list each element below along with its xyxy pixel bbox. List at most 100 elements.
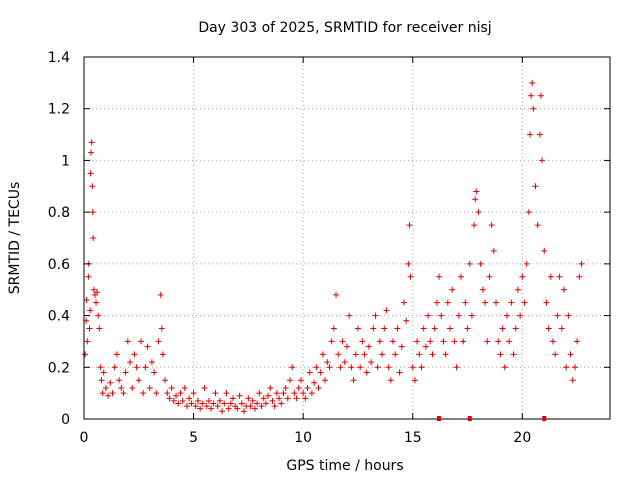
data-point <box>449 286 456 293</box>
data-point <box>100 369 107 376</box>
data-point <box>289 364 296 371</box>
data-point <box>230 395 237 402</box>
data-point <box>433 299 440 306</box>
data-point <box>411 377 418 384</box>
data-point <box>99 390 106 397</box>
data-point <box>525 209 532 216</box>
x-tick-label: 15 <box>404 430 422 446</box>
data-point <box>333 291 340 298</box>
data-point <box>464 325 471 332</box>
data-point <box>407 273 414 280</box>
data-point <box>107 379 114 386</box>
data-point <box>271 403 278 410</box>
data-point <box>256 390 263 397</box>
data-point <box>576 273 583 280</box>
data-point <box>453 364 460 371</box>
data-point <box>429 351 436 358</box>
data-point <box>554 312 561 319</box>
data-point <box>471 222 478 229</box>
data-point <box>381 325 388 332</box>
axis-ticks: 0 0.2 0.4 0.6 0.8 1 1.2 1.4 0 5 10 15 20 <box>48 50 610 446</box>
data-point <box>416 351 423 358</box>
data-point <box>155 338 162 345</box>
data-point <box>306 369 313 376</box>
data-point <box>422 343 429 350</box>
y-tick-label: 1 <box>61 153 70 169</box>
data-point <box>578 260 585 267</box>
data-point <box>282 384 289 391</box>
data-point <box>363 369 370 376</box>
data-point <box>387 377 394 384</box>
data-point <box>88 149 95 156</box>
data-point <box>199 400 206 407</box>
data-point <box>324 359 331 366</box>
data-point <box>563 364 570 371</box>
data-point <box>308 390 315 397</box>
x-axis-label: GPS time / hours <box>286 458 403 474</box>
data-point <box>361 351 368 358</box>
data-point <box>394 325 401 332</box>
data-point <box>383 307 390 314</box>
data-point <box>140 390 147 397</box>
data-point <box>344 343 350 350</box>
data-point <box>368 359 375 366</box>
data-point <box>93 299 100 306</box>
data-point <box>519 273 526 280</box>
data-point <box>87 170 94 177</box>
data-point <box>225 405 232 412</box>
data-point <box>258 403 265 410</box>
data-point <box>484 338 491 345</box>
y-tick-label: 0.2 <box>48 360 70 376</box>
data-point <box>335 351 342 358</box>
data-point <box>541 247 548 254</box>
data-point <box>427 338 434 345</box>
data-point <box>159 351 166 358</box>
data-point <box>83 297 90 304</box>
chart-title: Day 303 of 2025, SRMTID for receiver nis… <box>198 20 491 36</box>
data-point <box>269 397 276 404</box>
data-point <box>370 325 377 332</box>
data-point <box>82 351 89 358</box>
y-tick-label: 0.8 <box>48 205 70 221</box>
data-point <box>291 390 298 397</box>
data-point <box>510 351 517 358</box>
data-point <box>440 338 447 345</box>
data-point <box>503 312 510 319</box>
x-tick-label: 10 <box>294 430 312 446</box>
data-point <box>528 92 535 99</box>
data-point <box>118 384 125 391</box>
data-point <box>352 351 359 358</box>
data-point <box>223 390 230 397</box>
data-point <box>87 307 94 314</box>
data-point <box>365 343 372 350</box>
data-point <box>571 364 578 371</box>
data-point <box>302 395 309 402</box>
y-tick-label: 0 <box>61 412 70 428</box>
data-point <box>265 392 272 399</box>
data-point <box>468 312 475 319</box>
data-point <box>168 384 175 391</box>
data-point <box>214 403 221 410</box>
data-point <box>205 397 212 404</box>
data-point <box>293 395 300 402</box>
data-point <box>565 312 572 319</box>
rug-marker <box>542 416 547 421</box>
data-point <box>521 299 528 306</box>
data-point <box>537 92 544 99</box>
data-point <box>127 359 134 366</box>
data-point <box>317 369 324 376</box>
data-point <box>164 390 171 397</box>
data-point <box>556 273 563 280</box>
data-point <box>460 338 467 345</box>
data-point <box>326 364 333 371</box>
data-point <box>251 405 258 412</box>
data-point <box>194 397 201 404</box>
data-point <box>90 235 97 241</box>
data-point <box>116 377 123 384</box>
data-point <box>508 299 515 306</box>
data-point <box>506 338 513 345</box>
data-point <box>466 260 473 267</box>
data-point <box>146 384 153 391</box>
data-point <box>304 384 311 391</box>
data-point <box>201 384 208 391</box>
